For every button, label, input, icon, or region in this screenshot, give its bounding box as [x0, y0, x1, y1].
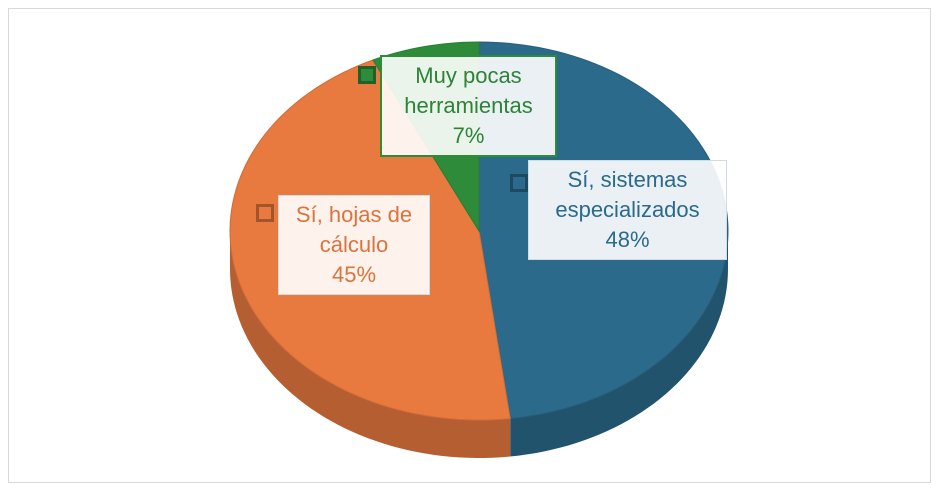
legend-key — [256, 204, 274, 222]
data-label-value: 48% — [605, 227, 650, 252]
data-label-category: Sí, sistemas especializados — [555, 167, 700, 222]
data-label-value: 45% — [331, 262, 377, 287]
legend-key — [510, 174, 528, 192]
data-label: Sí, hojas de cálculo 45% — [278, 195, 430, 295]
data-label-category: Sí, hojas de cálculo — [295, 202, 413, 257]
legend-key — [358, 66, 376, 84]
slice-side — [230, 231, 511, 458]
data-label-value: 7% — [452, 123, 485, 148]
slice-side — [510, 231, 728, 457]
data-label: Sí, sistemas especializados 48% — [528, 160, 727, 260]
data-label: Muy pocas herramientas 7% — [380, 55, 557, 157]
data-label-category: Muy pocas herramientas — [404, 63, 533, 118]
